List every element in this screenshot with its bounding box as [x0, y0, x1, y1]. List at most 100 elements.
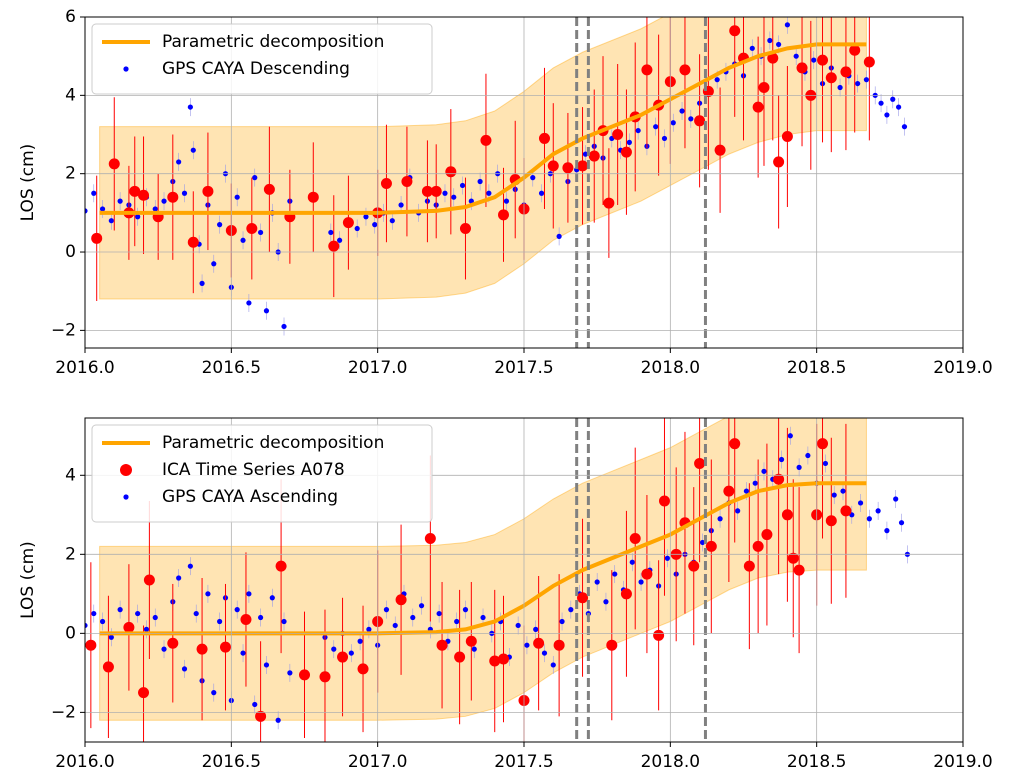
ica-point — [825, 72, 837, 84]
x-tick-label: 2017.5 — [494, 752, 553, 772]
ica-point — [603, 197, 615, 209]
x-tick-label: 2017.0 — [348, 358, 407, 378]
gps-point — [699, 539, 706, 546]
ica-point — [480, 134, 492, 146]
gps-point — [653, 124, 659, 130]
gps-point — [454, 618, 460, 625]
gps-point — [246, 300, 252, 306]
legend-box — [91, 424, 433, 523]
gps-point — [893, 496, 899, 502]
gps-point — [263, 662, 270, 668]
ica-point — [489, 655, 501, 667]
ica-point — [688, 560, 700, 572]
gps-point — [442, 190, 448, 196]
x-tick-label: 2018.0 — [641, 358, 700, 378]
ica-point — [781, 509, 793, 521]
ica-point — [612, 129, 624, 141]
gps-point — [664, 555, 671, 561]
gps-point — [190, 147, 196, 153]
gps-point — [117, 607, 123, 613]
gps-point — [392, 622, 398, 629]
gps-point — [638, 579, 644, 585]
gps-point — [348, 650, 354, 656]
gps-point — [901, 124, 908, 130]
gps-point — [776, 41, 782, 48]
ica-point — [825, 515, 837, 527]
gps-point — [331, 646, 337, 652]
ica-point — [108, 158, 120, 170]
ica-point — [167, 191, 179, 203]
gps-point — [855, 80, 861, 87]
ica-point — [752, 540, 764, 552]
gps-point — [252, 701, 258, 708]
x-tick-label: 2018.5 — [787, 358, 846, 378]
ica-point — [705, 540, 717, 552]
ica-point — [85, 639, 97, 651]
ica-point — [138, 189, 150, 201]
gps-point — [875, 508, 881, 514]
ica-point — [421, 185, 433, 197]
y-axis-label: LOS (cm) — [18, 541, 38, 619]
subplot: 2016.0 2016.5 2017.0 2017.5 2018.0 2018.5 2019… — [18, 7, 993, 378]
ica-point — [793, 564, 805, 576]
ica-point — [533, 637, 545, 649]
ica-point — [129, 185, 141, 197]
x-tick-label: 2017.5 — [494, 358, 553, 378]
gps-point — [258, 614, 264, 621]
ica-point — [395, 594, 407, 606]
gps-point — [582, 151, 589, 157]
ica-point — [275, 560, 287, 572]
ica-point — [781, 130, 793, 142]
gps-point — [436, 610, 442, 617]
ica-point — [123, 621, 135, 633]
gps-point — [234, 607, 240, 613]
ica-point — [498, 653, 510, 665]
gps-point — [85, 208, 88, 214]
gps-point — [161, 646, 167, 652]
ica-point — [641, 64, 653, 76]
legend-label: Parametric decomposition — [162, 433, 384, 453]
legend-label: GPS CAYA Ascending — [162, 487, 338, 507]
ica-point — [307, 191, 319, 203]
ica-point — [138, 687, 150, 699]
gps-point — [383, 607, 390, 613]
gps-point — [568, 607, 574, 613]
gps-point — [389, 218, 395, 224]
ica-point — [729, 438, 741, 450]
gps-point — [135, 610, 141, 617]
gps-point — [480, 614, 486, 621]
gps-point — [187, 104, 193, 110]
gps-point — [252, 175, 258, 181]
gps-point — [269, 595, 275, 601]
gps-point — [205, 591, 211, 597]
ica-point — [401, 176, 413, 188]
model-line — [99, 481, 867, 636]
ica-point — [577, 592, 589, 604]
gps-point — [258, 229, 264, 236]
gps-point — [372, 222, 378, 228]
gps-point — [410, 614, 416, 621]
ica-point — [679, 64, 691, 76]
gps-point — [143, 626, 150, 632]
gps-point — [263, 308, 270, 314]
gps-point — [735, 508, 741, 514]
gps-point — [541, 650, 548, 656]
gps-point — [767, 37, 773, 44]
x-tick-label: 2018.0 — [641, 752, 700, 772]
gps-point — [533, 626, 539, 632]
ica-point — [240, 614, 252, 626]
gps-point — [357, 638, 363, 644]
gps-point — [99, 206, 106, 212]
ica-point — [459, 223, 471, 235]
gps-point — [234, 194, 240, 200]
gps-point — [784, 22, 791, 28]
gps-point — [281, 323, 287, 330]
ica-point — [342, 217, 354, 229]
ica-point — [761, 529, 773, 541]
ica-point — [436, 639, 448, 651]
gps-point — [761, 468, 767, 474]
ica-point — [796, 62, 808, 74]
gps-point — [717, 516, 723, 522]
gps-point — [418, 603, 425, 609]
ica-point — [219, 641, 231, 653]
